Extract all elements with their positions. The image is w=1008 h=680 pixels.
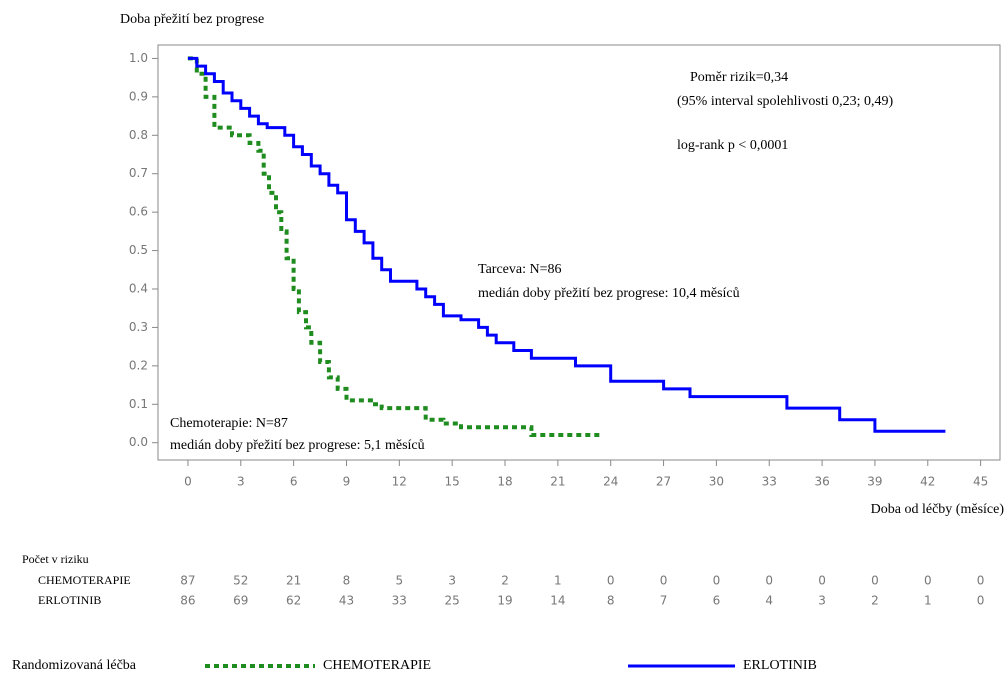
risk-count: 62 [286,594,301,608]
risk-count: 43 [339,594,354,608]
risk-count: 0 [765,574,773,588]
x-tick-label: 12 [392,475,407,489]
x-tick-label: 3 [237,475,245,489]
x-tick-label: 30 [709,475,724,489]
risk-count: 0 [660,574,668,588]
risk-count: 33 [392,594,407,608]
risk-count: 4 [765,594,773,608]
x-tick-label: 15 [445,475,460,489]
y-axis-title: Doba přežití bez progrese [120,12,264,27]
risk-table-title: Počet v riziku [22,552,89,566]
x-axis-title: Doba od léčby (měsíce) [871,502,1005,517]
risk-count: 2 [871,594,879,608]
risk-count: 25 [445,594,460,608]
risk-count: 6 [713,594,721,608]
risk-count: 7 [660,594,668,608]
risk-count: 21 [286,574,301,588]
y-tick-label: 0.5 [129,243,148,257]
plot-frame [157,44,1001,461]
risk-count: 8 [343,574,351,588]
x-tick-label: 24 [603,475,618,489]
risk-count: 0 [607,574,615,588]
risk-count: 2 [501,574,509,588]
risk-count: 0 [977,594,985,608]
risk-count: 1 [554,574,562,588]
legend-label: CHEMOTERAPIE [323,658,431,673]
annotation: Poměr rizik=0,34 [690,70,788,85]
survival-curve [187,56,946,433]
y-tick-label: 0.1 [129,397,148,411]
risk-count: 0 [871,574,879,588]
risk-count: 19 [497,594,512,608]
legend-title: Randomizovaná léčba [12,658,137,673]
x-tick-label: 45 [973,475,988,489]
risk-count: 69 [233,594,248,608]
risk-count: 8 [607,594,615,608]
x-tick-label: 0 [184,475,192,489]
x-tick-label: 6 [290,475,298,489]
x-tick-label: 36 [814,475,829,489]
annotation: medián doby přežití bez progrese: 10,4 m… [478,286,740,301]
risk-count: 87 [180,574,195,588]
risk-count: 86 [180,594,195,608]
risk-count: 5 [396,574,404,588]
survival-curve [187,56,602,437]
annotation: Chemoterapie: N=87 [170,416,288,431]
x-tick-label: 39 [867,475,882,489]
risk-count: 1 [924,594,932,608]
risk-count: 0 [977,574,985,588]
y-tick-label: 0.8 [129,128,148,142]
risk-count: 3 [448,574,456,588]
x-tick-label: 33 [762,475,777,489]
annotation: log-rank p < 0,0001 [677,138,788,153]
risk-count: 0 [713,574,721,588]
y-tick-label: 0.3 [129,320,148,334]
y-tick-label: 0.4 [129,282,148,296]
legend-label: ERLOTINIB [743,658,817,673]
annotation: Tarceva: N=86 [478,262,562,277]
risk-row-label: ERLOTINIB [38,593,101,607]
risk-count: 14 [550,594,565,608]
risk-count: 0 [818,574,826,588]
y-tick-label: 0.6 [129,205,148,219]
risk-count: 52 [233,574,248,588]
x-tick-label: 9 [343,475,351,489]
risk-row-label: CHEMOTERAPIE [38,573,131,587]
y-tick-label: 0.9 [129,89,148,103]
annotation: (95% interval spolehlivosti 0,23; 0,49) [677,94,894,109]
x-tick-label: 21 [550,475,565,489]
annotation: medián doby přežití bez progrese: 5,1 mě… [170,438,425,453]
x-tick-label: 42 [920,475,935,489]
y-tick-label: 1.0 [129,51,148,65]
x-tick-label: 27 [656,475,671,489]
risk-count: 0 [924,574,932,588]
y-tick-label: 0.2 [129,358,148,372]
y-tick-label: 0.0 [129,435,148,449]
risk-count: 3 [818,594,826,608]
x-tick-label: 18 [497,475,512,489]
y-tick-label: 0.7 [129,166,148,180]
